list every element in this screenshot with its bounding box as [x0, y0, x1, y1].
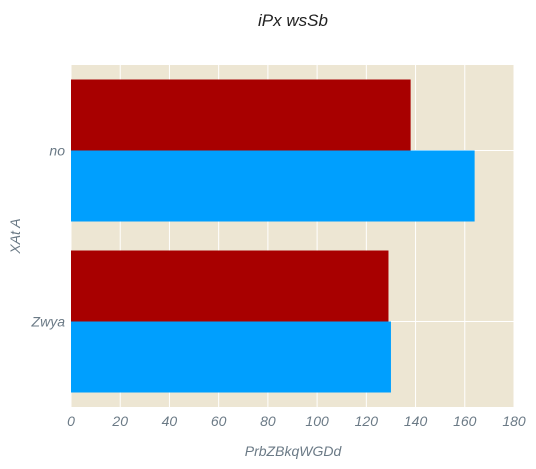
x-tick-label: 160 — [453, 413, 477, 429]
x-axis-label: PrbZBkqWGDd — [245, 443, 343, 459]
x-tick-label: 0 — [67, 413, 75, 429]
x-tick-label: 100 — [305, 413, 329, 429]
x-tick-label: 140 — [404, 413, 428, 429]
y-axis-label: XAt A — [7, 218, 23, 254]
bar-no-series-1 — [71, 79, 411, 151]
y-axis-ticks: no Zwya — [31, 143, 66, 330]
y-tick-label: no — [49, 143, 65, 159]
x-tick-label: 60 — [211, 413, 227, 429]
x-tick-label: 20 — [111, 413, 128, 429]
bar-Zwya-series-1 — [71, 250, 389, 322]
bar-no-series-2 — [71, 150, 475, 222]
bars — [71, 79, 475, 393]
x-axis-ticks: 0 20 40 60 80 100 120 140 160 180 — [67, 413, 526, 429]
x-tick-label: 120 — [355, 413, 379, 429]
bar-Zwya-series-2 — [71, 321, 391, 393]
x-tick-label: 180 — [502, 413, 526, 429]
y-tick-label: Zwya — [31, 314, 66, 330]
chart-title: iPx wsSb — [258, 11, 328, 30]
x-tick-label: 40 — [162, 413, 178, 429]
x-tick-label: 80 — [260, 413, 276, 429]
